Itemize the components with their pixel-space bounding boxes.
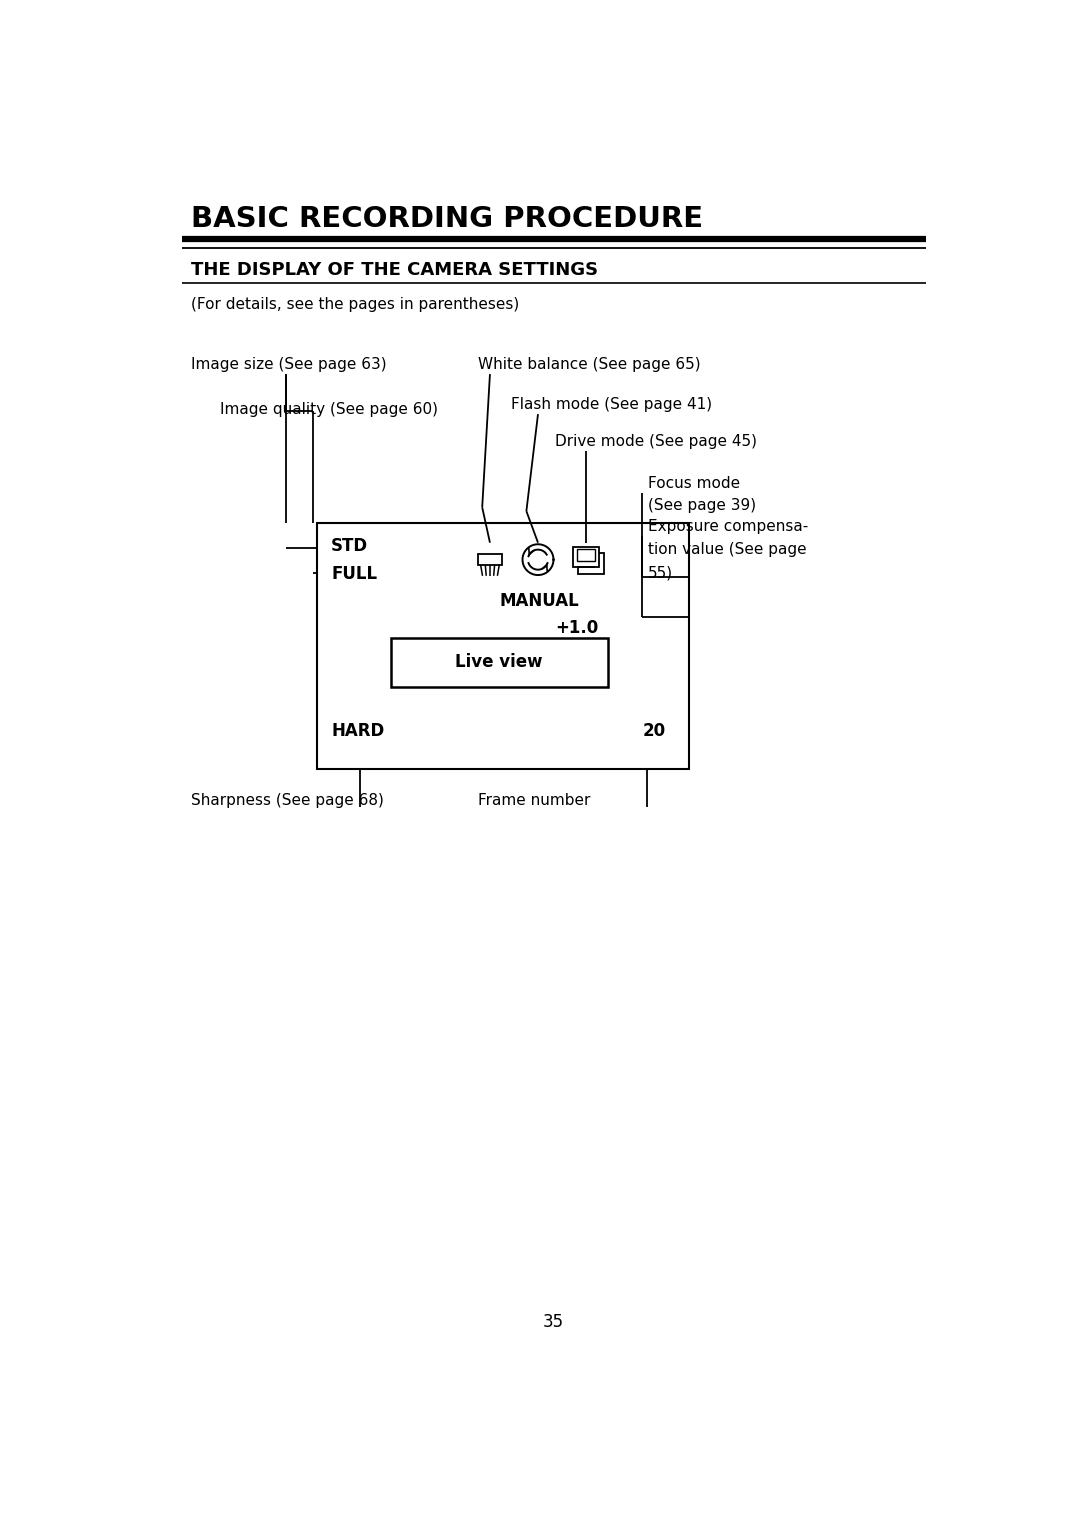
Bar: [391, 638, 608, 687]
Bar: [478, 554, 501, 565]
Text: HARD: HARD: [332, 722, 384, 740]
Text: THE DISPLAY OF THE CAMERA SETTINGS: THE DISPLAY OF THE CAMERA SETTINGS: [191, 261, 598, 279]
Text: Image quality (See page 60): Image quality (See page 60): [220, 401, 438, 417]
Text: White balance (See page 65): White balance (See page 65): [477, 357, 700, 372]
Bar: [578, 554, 604, 574]
Text: Sharpness (See page 68): Sharpness (See page 68): [191, 794, 383, 807]
Text: Image size (See page 63): Image size (See page 63): [191, 357, 387, 372]
Text: Focus mode: Focus mode: [648, 476, 740, 491]
Text: 20: 20: [643, 722, 665, 740]
Text: (See page 39): (See page 39): [648, 497, 756, 513]
Text: Frame number: Frame number: [477, 794, 590, 807]
Text: 55): 55): [648, 565, 673, 580]
Text: FULL: FULL: [332, 565, 377, 583]
Text: tion value (See page: tion value (See page: [648, 542, 807, 557]
Text: +1.0: +1.0: [555, 620, 598, 636]
Text: BASIC RECORDING PROCEDURE: BASIC RECORDING PROCEDURE: [191, 204, 703, 232]
Text: (For details, see the pages in parentheses): (For details, see the pages in parenthes…: [191, 298, 519, 313]
Bar: [318, 523, 689, 769]
Bar: [577, 549, 595, 562]
Text: Live view: Live view: [456, 653, 543, 671]
Text: STD: STD: [332, 537, 368, 554]
Text: 35: 35: [543, 1314, 564, 1332]
Text: Drive mode (See page 45): Drive mode (See page 45): [555, 433, 757, 449]
Text: Flash mode (See page 41): Flash mode (See page 41): [511, 397, 712, 412]
Text: Exposure compensa-: Exposure compensa-: [648, 519, 808, 534]
Text: MANUAL: MANUAL: [499, 592, 579, 610]
Bar: [572, 546, 599, 566]
